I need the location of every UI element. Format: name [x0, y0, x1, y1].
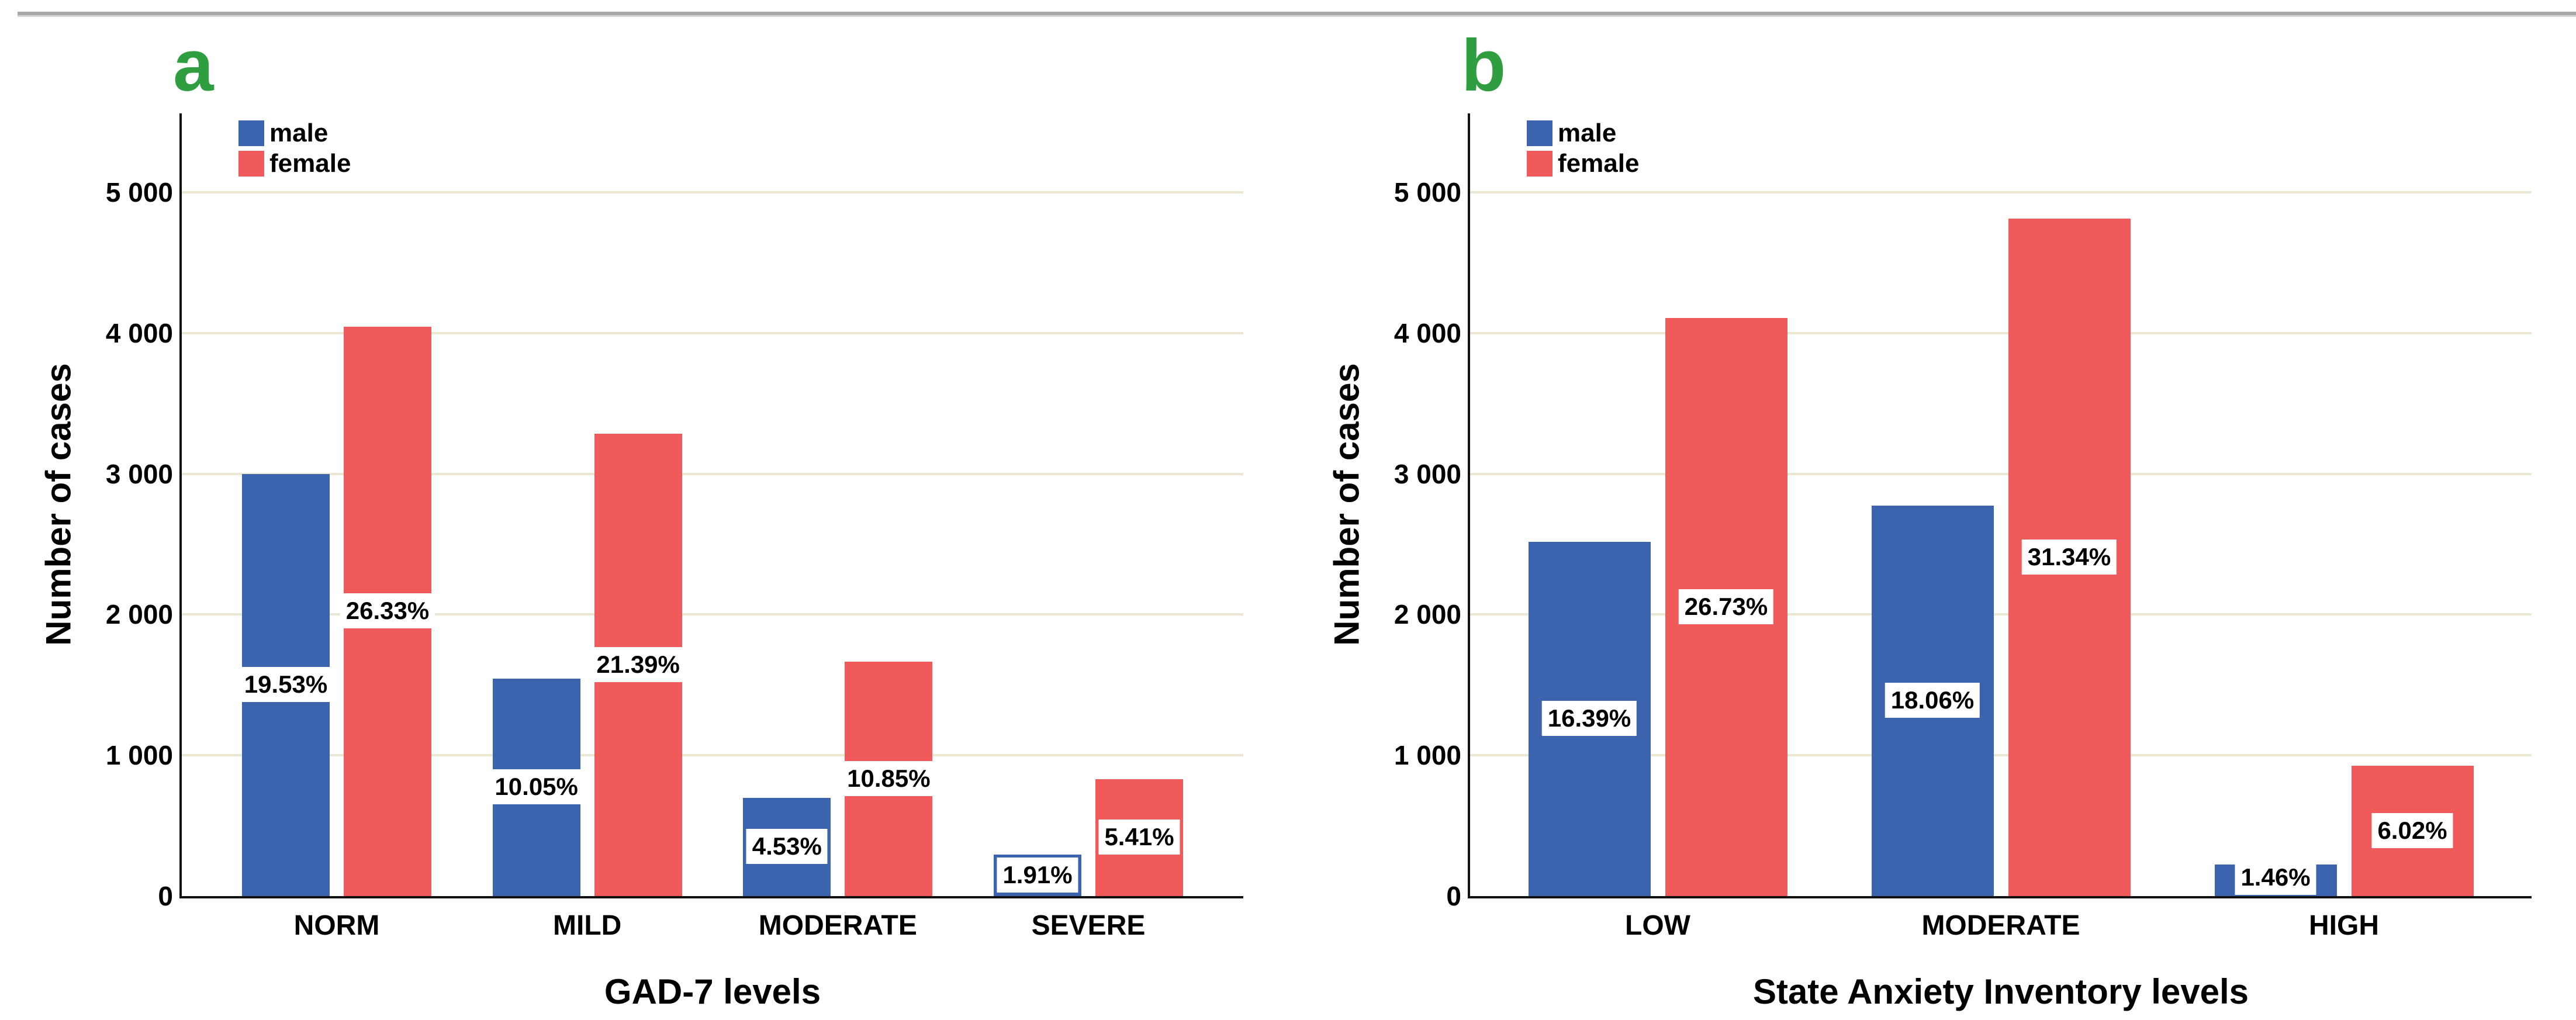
x-axis-line — [179, 896, 1243, 898]
female-percent-label-low: 26.73% — [1678, 589, 1774, 624]
legend-item-female: female — [238, 151, 351, 177]
male-percent-label-norm: 19.53% — [238, 667, 334, 702]
male-percent-label-moderate: 4.53% — [746, 829, 828, 864]
male-percent-label-moderate: 18.06% — [1885, 683, 1980, 718]
panel-a-legend: male female — [238, 120, 351, 177]
y-tick-label-4000: 4 000 — [1394, 317, 1461, 348]
x-axis-line — [1468, 896, 2532, 898]
y-gridline-2000 — [1470, 613, 2532, 616]
panel-a: a Number of cases GAD-7 levels male fema… — [39, 25, 1243, 1011]
male-percent-label-mild: 10.05% — [489, 769, 584, 804]
female-percent-label-norm: 26.33% — [340, 593, 435, 628]
female-legend-label: female — [1558, 149, 1640, 178]
y-axis-line — [179, 113, 182, 896]
y-gridline-1000 — [182, 754, 1243, 757]
y-tick-label-0: 0 — [158, 881, 173, 911]
y-tick-label-2000: 2 000 — [105, 599, 173, 630]
y-gridline-3000 — [1470, 472, 2532, 475]
y-tick-label-1000: 1 000 — [105, 740, 173, 771]
y-tick-label-4000: 4 000 — [105, 317, 173, 348]
y-gridline-4000 — [1470, 331, 2532, 334]
y-gridline-5000 — [1470, 191, 2532, 193]
male-legend-label: male — [1558, 119, 1617, 147]
panel-a-letter: a — [173, 25, 214, 106]
y-tick-label-0: 0 — [1446, 881, 1461, 911]
y-axis-line — [1468, 113, 1470, 896]
female-legend-label: female — [269, 149, 351, 178]
male-percent-label-low: 16.39% — [1541, 701, 1637, 736]
y-tick-label-3000: 3 000 — [105, 458, 173, 489]
y-gridline-4000 — [182, 331, 1243, 334]
female-percent-label-high: 6.02% — [2371, 812, 2453, 848]
male-legend-swatch — [1527, 120, 1552, 146]
male-legend-swatch — [238, 120, 264, 146]
y-tick-label-3000: 3 000 — [1394, 458, 1461, 489]
male-percent-label-high: 1.46% — [2235, 860, 2316, 895]
panel-b-legend: male female — [1527, 120, 1639, 177]
panel-b: b Number of cases State Anxiety Inventor… — [1288, 0, 2576, 1020]
legend-item-female: female — [1527, 151, 1639, 177]
figure-top-rule — [18, 12, 2576, 17]
y-tick-label-5000: 5 000 — [1394, 177, 1461, 208]
female-legend-swatch — [1527, 151, 1552, 177]
legend-item-male: male — [238, 120, 351, 146]
male-percent-label-severe: 1.91% — [997, 857, 1078, 893]
y-gridline-1000 — [1470, 754, 2532, 757]
y-gridline-3000 — [182, 472, 1243, 475]
female-legend-swatch — [238, 151, 264, 177]
y-tick-label-2000: 2 000 — [1394, 599, 1461, 630]
female-percent-label-moderate: 31.34% — [2021, 539, 2117, 575]
y-gridline-2000 — [182, 613, 1243, 616]
female-percent-label-severe: 5.41% — [1098, 820, 1180, 855]
y-tick-label-1000: 1 000 — [1394, 740, 1461, 771]
y-gridline-5000 — [182, 191, 1243, 193]
legend-item-male: male — [1527, 120, 1639, 146]
y-tick-label-5000: 5 000 — [105, 177, 173, 208]
female-percent-label-moderate: 10.85% — [841, 760, 936, 796]
male-legend-label: male — [269, 119, 329, 147]
female-percent-label-mild: 21.39% — [590, 646, 686, 682]
panel-b-letter: b — [1461, 25, 1506, 106]
